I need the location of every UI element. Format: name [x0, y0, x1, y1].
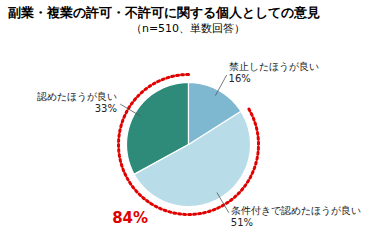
svg-text:条件付きで認めたほうが良い51%: 条件付きで認めたほうが良い51% [231, 205, 361, 228]
svg-text:認めたほうが良い33%: 認めたほうが良い33% [37, 91, 117, 114]
html-text:（n=510、単数回答）: （n=510、単数回答） [130, 22, 246, 35]
svg-text:禁止したほうが良い16%: 禁止したほうが良い16% [229, 61, 319, 84]
html-text:副業・複業の許可・不許可に関する個人としての意見: 副業・複業の許可・不許可に関する個人としての意見 [8, 5, 320, 20]
svg-text:84%: 84% [112, 209, 148, 227]
